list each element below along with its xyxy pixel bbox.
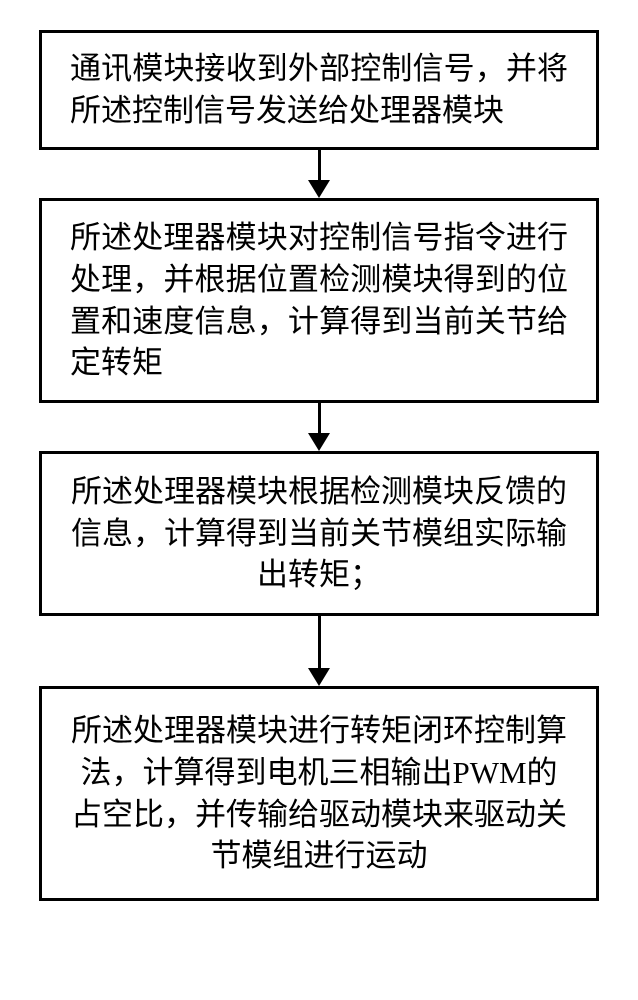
arrow-line (318, 616, 321, 668)
arrow-head (308, 180, 330, 198)
flow-arrow-2 (308, 403, 330, 451)
flow-step-3-text: 所述处理器模块根据检测模块反馈的信息，计算得到当前关节模组实际输出转矩； (70, 471, 568, 597)
flow-step-2-text: 所述处理器模块对控制信号指令进行处理，并根据位置检测模块得到的位置和速度信息，计… (70, 217, 568, 384)
flow-step-1-text: 通讯模块接收到外部控制信号，并将所述控制信号发送给处理器模块 (70, 48, 568, 132)
flow-arrow-3 (308, 616, 330, 686)
arrow-line (318, 403, 321, 433)
flow-step-4: 所述处理器模块进行转矩闭环控制算法，计算得到电机三相输出PWM的占空比，并传输给… (39, 686, 599, 901)
arrow-line (318, 150, 321, 180)
flow-step-4-text: 所述处理器模块进行转矩闭环控制算法，计算得到电机三相输出PWM的占空比，并传输给… (70, 710, 568, 877)
flow-step-3: 所述处理器模块根据检测模块反馈的信息，计算得到当前关节模组实际输出转矩； (39, 451, 599, 616)
flowchart-container: 通讯模块接收到外部控制信号，并将所述控制信号发送给处理器模块 所述处理器模块对控… (0, 0, 638, 901)
flow-arrow-1 (308, 150, 330, 198)
flow-step-2: 所述处理器模块对控制信号指令进行处理，并根据位置检测模块得到的位置和速度信息，计… (39, 198, 599, 403)
arrow-head (308, 668, 330, 686)
arrow-head (308, 433, 330, 451)
flow-step-1: 通讯模块接收到外部控制信号，并将所述控制信号发送给处理器模块 (39, 30, 599, 150)
